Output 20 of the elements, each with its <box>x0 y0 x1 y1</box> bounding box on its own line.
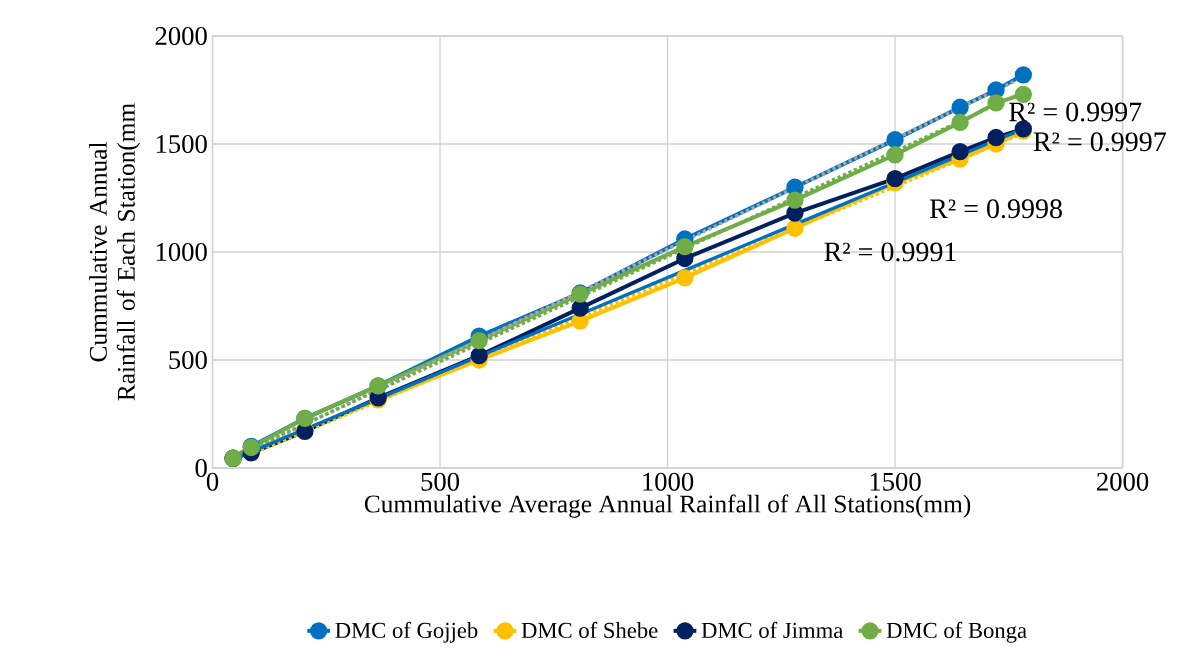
annotation: R² = 0.9991 <box>824 242 956 262</box>
legend-label: DMC of Jimma <box>701 621 844 639</box>
y-tick-label: 500 <box>169 350 207 369</box>
y-tick-label: 0 <box>195 458 207 477</box>
x-axis-title: Cummulative Average Annual Rainfall of All Stations(mm) <box>364 494 971 518</box>
y-tick-label: 1000 <box>156 243 207 261</box>
x-tick-label: 1000 <box>643 472 694 491</box>
y-tick-label: 1500 <box>156 135 207 153</box>
legend-label: DMC of Bonga <box>886 621 1027 643</box>
annotation: R² = 0.9997 <box>1009 102 1142 122</box>
x-tick-label: 0 <box>206 472 219 491</box>
x-tick-label: 2000 <box>1097 472 1149 491</box>
y-tick-label: 2000 <box>155 27 207 45</box>
legend-label: DMC of Gojjeb <box>335 621 478 643</box>
legend-label: DMC of Shebe <box>521 621 658 639</box>
annotation: R² = 0.9997 <box>1033 132 1166 152</box>
x-tick-label: 1500 <box>870 472 921 491</box>
y-axis-title: Cummulative Annual Rainfall of Each Station(mm <box>89 103 141 401</box>
x-tick-label: 500 <box>421 472 460 491</box>
annotation: R² = 0.9998 <box>929 199 1062 219</box>
